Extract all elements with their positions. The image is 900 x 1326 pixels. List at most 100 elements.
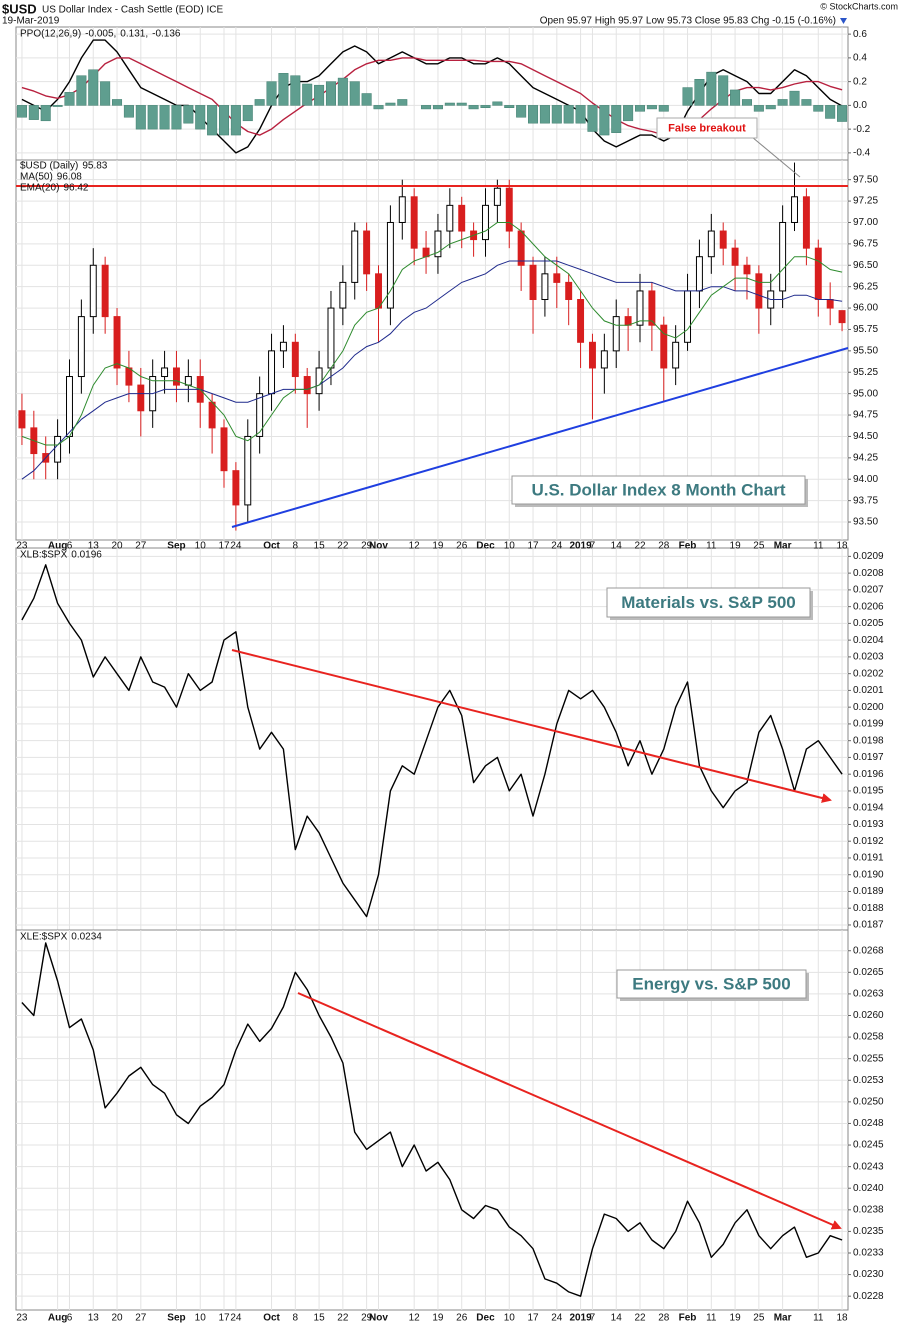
histogram-bar [421,105,432,110]
x-tick-label: 26 [456,1313,468,1324]
x-tick-label: 12 [409,1313,421,1324]
candle-body [315,367,323,395]
histogram-bar [432,105,443,110]
candle-body [636,290,644,326]
x-tick-label: 19 [730,541,742,552]
x-tick-label: 18 [836,1313,848,1324]
candle-body [113,316,121,369]
candle-body [66,376,73,437]
histogram-bar [694,79,705,106]
x-tick-label: 19 [432,541,444,552]
quote-icon [840,18,847,24]
candle-body [648,290,656,326]
x-tick-label: 10 [195,541,207,552]
y-tick-label: 0.0198 [853,735,884,746]
x-tick-label: 23 [16,1313,28,1324]
y-tick-label: -0.4 [853,148,871,159]
histogram-bar [52,105,63,107]
candle-body [814,247,822,301]
x-tick-label: 25 [753,1313,765,1324]
histogram-bar [349,81,360,106]
legend-text: 95.83 [82,161,107,172]
histogram-bar [765,105,776,110]
annotation-box [656,117,758,139]
y-tick-label: 0.0 [853,100,867,111]
y-tick-label: 0.0200 [853,702,884,713]
x-tick-label: 29 [361,1313,373,1324]
instrument-name: US Dollar Index - Cash Settle (EOD) ICE [42,5,223,16]
legend-text: 0.0196 [71,550,102,561]
x-tick-label: 17 [527,541,539,552]
histogram-bar [504,105,515,108]
title-box [511,475,806,505]
title-box [616,969,807,999]
histogram-bar [634,105,646,112]
series-line [21,222,843,446]
candle-body [256,393,264,437]
candle-body [838,310,846,324]
x-tick-label: 11 [706,1313,717,1324]
histogram-bar [539,105,550,124]
candle-body [826,299,834,309]
x-tick-label: 27 [135,1313,147,1324]
candle-body [125,367,133,386]
candle-body [327,307,335,369]
x-tick-label: 22 [634,541,646,552]
histogram-bar [361,93,372,106]
candle-body [77,316,85,378]
legend-text: -0.005, [85,29,116,40]
candle-body [208,401,216,429]
histogram-bar [385,102,396,106]
x-tick-label: 15 [314,541,326,552]
x-tick-label: Aug [48,541,67,552]
histogram-bar [611,105,622,133]
y-tick-label: 0.0193 [853,819,884,830]
histogram-bar [266,81,277,106]
candle-body [172,367,180,386]
candle-body [18,410,26,429]
histogram-bar [40,105,51,122]
x-tick-label: 7 [590,1313,596,1324]
x-tick-label: 2019 [569,1313,592,1324]
y-tick-label: 0.0263 [853,989,884,1000]
y-tick-label: 0.0258 [853,1032,884,1043]
y-tick-label: 0.2 [853,76,867,87]
histogram-bar [135,105,146,130]
x-tick-label: 8 [293,1313,299,1324]
histogram-bar [516,105,527,118]
histogram-bar [599,105,610,136]
y-tick-label: 95.50 [853,345,878,356]
y-tick-label: 94.00 [853,474,878,485]
candle-body [565,281,573,301]
candle-body [291,341,299,378]
panel-title: Energy vs. S&P 500 [632,974,790,993]
candle-body [303,376,311,395]
x-tick-label: 13 [88,541,100,552]
candle-body [434,230,442,258]
candle-body [577,299,585,343]
y-tick-label: 0.0197 [853,752,884,763]
candle-body [624,316,632,326]
x-tick-label: 19 [730,1313,742,1324]
y-tick-label: 0.0245 [853,1140,884,1151]
y-tick-label: 96.75 [853,239,878,250]
x-tick-label: Aug [48,1313,67,1324]
histogram-bar [373,105,384,110]
histogram-bar [528,105,539,124]
legend-text: EMA(20) [20,183,59,194]
y-tick-label: 0.0235 [853,1226,884,1237]
y-tick-label: 0.0240 [853,1183,884,1194]
x-tick-label: 17 [218,541,230,552]
histogram-bar [147,105,158,130]
x-tick-label: 2019 [569,541,592,552]
candle-body [791,196,798,223]
y-tick-label: 96.00 [853,303,878,314]
candle-body [779,221,787,292]
y-tick-label: 94.50 [853,431,878,442]
x-tick-label: 22 [634,1313,646,1324]
legend-text: PPO(12,26,9) [20,29,81,40]
annotation-leader [751,136,801,178]
candle-body [482,204,489,241]
y-tick-label: 97.25 [853,196,878,207]
candle-body [220,427,228,472]
